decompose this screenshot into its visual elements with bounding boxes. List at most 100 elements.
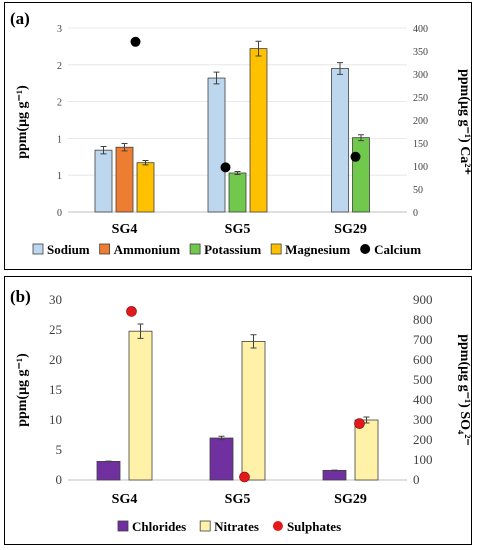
legend-marker-sulphates — [272, 521, 283, 531]
error-bar-potassium-sg29 — [358, 134, 364, 142]
panel-b-frame — [4, 276, 472, 545]
category-label-sg4: SG4 — [112, 222, 138, 237]
point-sulphates-sg29 — [354, 418, 365, 429]
panel-b-left-axis-label: ppm(μg g⁻¹) — [15, 353, 30, 427]
bar-nitrates-sg29 — [354, 419, 379, 481]
error-bar-nitrates-sg5 — [250, 334, 257, 349]
error-bar-potassium-sg5 — [234, 171, 241, 175]
category-label-sg5: SG5 — [225, 222, 251, 237]
left-axis-tick-label: 25 — [49, 322, 62, 337]
right-axis-tick-label: 300 — [413, 412, 433, 427]
legend-label-calcium: Calcium — [374, 242, 421, 257]
error-bar-magnesium-sg4 — [142, 159, 149, 166]
legend-marker-calcium — [360, 244, 371, 254]
bar-chlorides-sg4 — [96, 460, 121, 481]
category-label-sg5: SG5 — [225, 492, 251, 507]
legend-label-sodium: Sodium — [47, 242, 90, 257]
right-axis-tick-label: 100 — [413, 162, 428, 173]
point-sulphates-sg4 — [126, 306, 137, 317]
error-bar-sodium-sg4 — [100, 145, 107, 155]
left-axis-tick-label: 1 — [57, 134, 62, 145]
legend-swatch-potassium — [189, 243, 201, 255]
error-bar-ammonium-sg4 — [121, 143, 128, 152]
legend-swatch-ammonium — [99, 243, 111, 255]
bar-sodium-sg29 — [331, 68, 349, 213]
point-calcium-sg4 — [130, 36, 141, 47]
right-axis-tick-label: 200 — [413, 116, 428, 127]
error-bar-chlorides-sg4 — [105, 460, 112, 463]
right-axis-tick-label: 350 — [413, 47, 428, 58]
right-axis-tick-label: 150 — [413, 139, 428, 150]
bar-sodium-sg4 — [94, 149, 113, 213]
right-axis-tick-label: 200 — [413, 432, 433, 447]
panel-a: (a) ppm(μg g⁻¹) ppm(μg g⁻¹) Ca²⁺ 011223 … — [4, 2, 472, 270]
right-axis-tick-label: 900 — [413, 292, 433, 307]
bar-chlorides-sg5 — [209, 437, 234, 481]
panel-b: (b) ppm(μg g⁻¹) ppm(μg g⁻¹) SO₄²⁻ 0 5 10 15… — [4, 276, 472, 545]
legend-swatch-sodium — [32, 243, 44, 255]
left-axis-tick-label: 10 — [49, 412, 62, 427]
right-axis-tick-label: 600 — [413, 352, 433, 367]
error-bar-sodium-sg29 — [337, 62, 343, 75]
bar-magnesium-sg4 — [136, 162, 155, 213]
panel-b-right-axis-label: ppm(μg g⁻¹) SO₄²⁻ — [457, 334, 472, 446]
right-axis-tick-label: 300 — [413, 70, 428, 81]
bar-chlorides-sg29 — [322, 469, 347, 481]
point-calcium-sg29 — [350, 151, 361, 162]
left-axis-tick-label: 30 — [49, 292, 62, 307]
panel-b-label: (b) — [10, 287, 31, 306]
panel-a-legend: Sodium Ammonium Potassium Magnesium Calcium — [32, 242, 421, 257]
left-axis-tick-label: 5 — [56, 442, 63, 457]
category-label-sg29: SG29 — [334, 492, 367, 507]
bar-potassium-sg29 — [352, 137, 370, 213]
bar-nitrates-sg5 — [241, 340, 266, 481]
right-axis-tick-label: 0 — [413, 472, 420, 487]
left-axis-tick-label: 15 — [49, 382, 62, 397]
category-label-sg29: SG29 — [334, 222, 367, 237]
error-bar-chlorides-sg5 — [218, 435, 225, 441]
legend-swatch-nitrates — [199, 520, 211, 532]
right-axis-tick-label: 0 — [413, 208, 418, 219]
panel-a-frame — [4, 2, 472, 270]
bar-magnesium-sg5 — [249, 48, 268, 213]
right-axis-tick-label: 100 — [413, 452, 433, 467]
right-axis-tick-label: 500 — [413, 372, 433, 387]
right-axis-tick-label: 400 — [413, 392, 433, 407]
legend-swatch-chlorides — [117, 520, 129, 532]
error-bar-magnesium-sg5 — [255, 40, 262, 57]
left-axis-tick-label: 20 — [49, 352, 62, 367]
left-axis-tick-label: 2 — [57, 61, 62, 72]
bar-ammonium-sg4 — [115, 146, 134, 213]
legend-label-ammonium: Ammonium — [114, 242, 181, 257]
panel-a-label: (a) — [10, 9, 30, 28]
right-axis-tick-label: 800 — [413, 312, 433, 327]
error-bar-nitrates-sg4 — [137, 323, 144, 339]
error-bar-chlorides-sg29 — [331, 469, 338, 472]
panel-a-left-axis-label: ppm(μg g⁻¹) — [15, 85, 30, 159]
legend-label-nitrates: Nitrates — [214, 519, 259, 534]
bar-sodium-sg5 — [207, 77, 226, 213]
bar-nitrates-sg4 — [128, 330, 153, 481]
point-calcium-sg5 — [220, 162, 231, 173]
left-axis-tick-label: 0 — [56, 472, 63, 487]
bar-potassium-sg5 — [228, 172, 247, 213]
left-axis-tick-label: 0 — [57, 208, 62, 219]
panel-a-right-axis-label: ppm(μg g⁻¹) Ca²⁺ — [457, 69, 472, 175]
right-axis-tick-label: 700 — [413, 332, 433, 347]
legend-swatch-magnesium — [270, 243, 282, 255]
legend-label-chlorides: Chlorides — [132, 519, 186, 534]
legend-label-magnesium: Magnesium — [285, 242, 350, 257]
left-axis-tick-label: 2 — [57, 98, 62, 109]
right-axis-tick-label: 400 — [413, 24, 428, 35]
panel-b-legend: Chlorides Nitrates Sulphates — [117, 519, 341, 534]
left-axis-tick-label: 3 — [57, 24, 62, 35]
right-axis-tick-label: 50 — [413, 185, 423, 196]
legend-label-potassium: Potassium — [204, 242, 261, 257]
right-axis-tick-label: 250 — [413, 93, 428, 104]
left-axis-tick-label: 1 — [57, 171, 62, 182]
point-sulphates-sg5 — [239, 471, 250, 483]
category-label-sg4: SG4 — [112, 492, 138, 507]
error-bar-sodium-sg5 — [213, 71, 220, 85]
legend-label-sulphates: Sulphates — [287, 519, 341, 534]
